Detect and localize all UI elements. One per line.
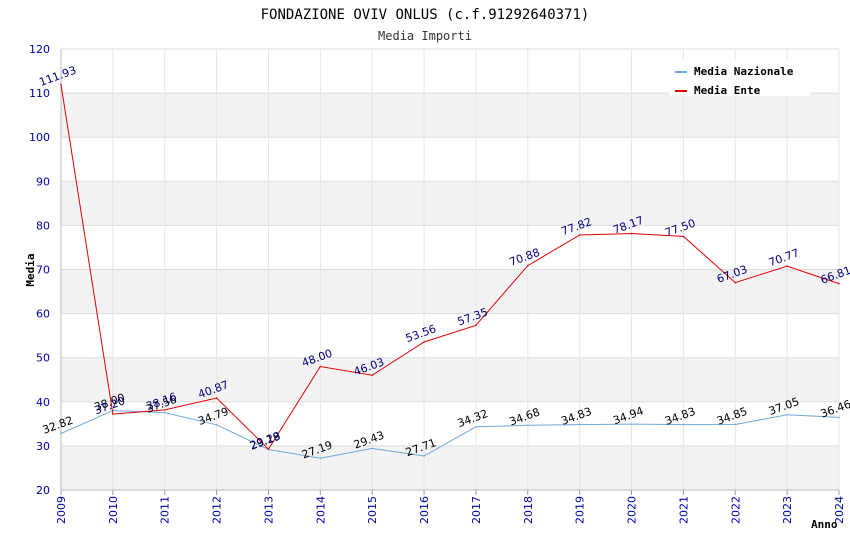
band-100: [61, 93, 839, 138]
point-media-nazionale-2012: [215, 423, 218, 426]
chart-subtitle: Media Importi: [378, 29, 472, 43]
point-media-nazionale-2019: [578, 423, 581, 426]
x-tick-2013: 2013: [262, 496, 275, 524]
y-tick-110: 110: [29, 87, 50, 100]
point-media-ente-2018: [527, 264, 529, 267]
point-media-ente-2024: [838, 282, 840, 285]
y-axis-label: Media: [24, 253, 37, 286]
data-label-media-ente-2023: 70.77: [767, 246, 801, 269]
y-tick-100: 100: [29, 131, 50, 144]
band-20: [61, 445, 839, 490]
x-tick-labels: 2009 2010 2011 2012 2013 2014 2015 2016 2017 2018…: [55, 496, 846, 524]
axes: [60, 49, 840, 495]
point-media-ente-2010: [112, 413, 114, 415]
point-media-nazionale-2011: [163, 411, 166, 414]
y-tick-labels: 20 30 40 50 60 70 80 90 100 110 120: [29, 43, 50, 497]
x-tick-2023: 2023: [781, 496, 794, 524]
y-tick-20: 20: [36, 484, 50, 497]
point-media-ente-2022: [734, 281, 737, 284]
x-tick-2010: 2010: [107, 496, 120, 524]
legend-label-media-nazionale: Media Nazionale: [694, 65, 794, 78]
point-media-ente-2017: [475, 324, 477, 327]
series-lines: [60, 83, 840, 460]
x-tick-2016: 2016: [418, 496, 431, 524]
grid-lines: [60, 48, 840, 491]
point-media-ente-2019: [578, 234, 581, 236]
y-tick-50: 50: [36, 352, 50, 365]
point-media-nazionale-2015: [371, 447, 374, 450]
point-media-nazionale-2020: [630, 423, 633, 425]
x-tick-2011: 2011: [159, 496, 172, 524]
y-tick-80: 80: [36, 219, 50, 232]
point-media-ente-2012: [215, 397, 218, 399]
legend: Media Nazionale Media Ente: [669, 60, 810, 97]
data-label-media-ente-2016: 53.56: [404, 322, 438, 345]
point-media-nazionale-2014: [319, 457, 322, 460]
x-tick-2021: 2021: [677, 496, 690, 524]
point-media-ente-2023: [786, 265, 788, 267]
point-media-ente-2013: [267, 448, 270, 450]
x-tick-2024: 2024: [833, 496, 846, 524]
point-media-nazionale-2016: [423, 455, 425, 457]
point-media-nazionale-2018: [527, 424, 529, 427]
point-media-nazionale-2021: [682, 423, 685, 426]
data-label-media-nazionale-2009: 32.82: [41, 414, 75, 437]
band-80: [61, 181, 839, 226]
x-axis-label: Anno: [811, 518, 838, 531]
y-tick-120: 120: [29, 43, 50, 56]
point-media-nazionale-2017: [475, 426, 477, 428]
point-media-nazionale-2023: [786, 414, 788, 416]
point-media-nazionale-2009: [60, 432, 62, 435]
y-tick-70: 70: [36, 264, 50, 277]
point-media-ente-2020: [630, 232, 633, 235]
x-tick-2020: 2020: [626, 496, 639, 524]
x-tick-2017: 2017: [470, 496, 483, 524]
y-tick-30: 30: [36, 440, 50, 453]
x-tick-2015: 2015: [366, 496, 379, 524]
point-media-ente-2016: [423, 341, 425, 343]
y-tick-90: 90: [36, 175, 50, 188]
point-media-ente-2021: [682, 235, 685, 238]
y-tick-40: 40: [36, 396, 50, 409]
chart-title: FONDAZIONE OVIV ONLUS (c.f.91292640371): [261, 7, 590, 23]
x-tick-2022: 2022: [729, 496, 742, 524]
y-tick-60: 60: [36, 308, 50, 321]
legend-label-media-ente: Media Ente: [694, 84, 761, 97]
series-line-media-ente: [60, 84, 840, 450]
series-line-media-nazionale: [60, 410, 840, 459]
band-40: [61, 357, 839, 402]
band-60: [61, 269, 839, 314]
point-media-ente-2011: [163, 409, 166, 411]
point-media-ente-2014: [319, 365, 322, 368]
x-tick-2009: 2009: [55, 496, 68, 524]
point-media-ente-2015: [371, 374, 374, 377]
x-tick-2018: 2018: [522, 496, 535, 524]
background-bands: [61, 93, 839, 490]
x-tick-2014: 2014: [314, 496, 327, 524]
data-label-media-ente-2009: 111.93: [37, 64, 78, 89]
x-tick-2019: 2019: [574, 496, 587, 524]
data-label-media-ente-2018: 70.88: [508, 246, 542, 269]
legend-box: [669, 60, 810, 96]
point-media-ente-2009: [60, 83, 62, 86]
x-tick-2012: 2012: [211, 496, 224, 524]
point-media-nazionale-2022: [734, 423, 737, 426]
point-media-nazionale-2024: [838, 416, 840, 419]
